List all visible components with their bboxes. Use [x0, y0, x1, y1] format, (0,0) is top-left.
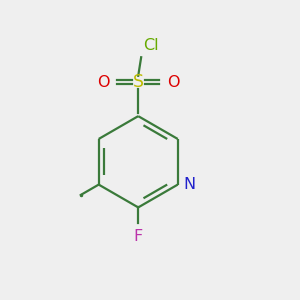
- Text: S: S: [133, 73, 144, 91]
- Text: N: N: [183, 176, 195, 191]
- Text: F: F: [134, 230, 143, 244]
- Text: Cl: Cl: [142, 38, 158, 53]
- Text: O: O: [167, 75, 180, 90]
- Text: O: O: [97, 75, 110, 90]
